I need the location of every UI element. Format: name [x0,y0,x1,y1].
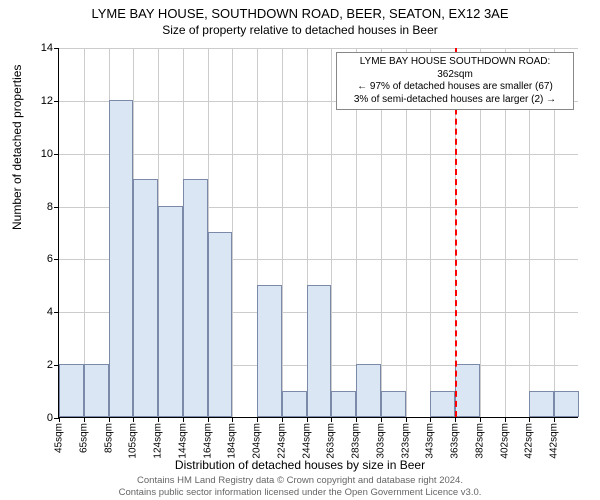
ytick-label: 8 [47,201,59,213]
xtick-mark [455,417,456,422]
y-axis-label: Number of detached properties [10,65,24,230]
xtick-mark [554,417,555,422]
xtick-mark [381,417,382,422]
gridline-h [59,48,578,49]
xtick-label: 224sqm [276,423,287,459]
xtick-mark [406,417,407,422]
ytick-label: 12 [41,95,59,107]
xtick-label: 164sqm [202,423,213,459]
xtick-label: 323sqm [400,423,411,459]
xtick-label: 65sqm [78,423,89,453]
xtick-label: 402sqm [499,423,510,459]
histogram-bar [430,391,455,417]
footer-line-1: Contains HM Land Registry data © Crown c… [0,475,600,486]
histogram-bar [183,179,208,417]
xtick-label: 382sqm [474,423,485,459]
gridline-v [84,48,85,417]
xtick-mark [307,417,308,422]
gridline-v [331,48,332,417]
histogram-bar [307,285,332,417]
histogram-bar [208,232,233,417]
xtick-mark [59,417,60,422]
xtick-label: 45sqm [54,423,65,453]
gridline-v [282,48,283,417]
ytick-label: 10 [41,148,59,160]
gridline-h [59,154,578,155]
x-axis-label: Distribution of detached houses by size … [0,458,600,472]
xtick-mark [331,417,332,422]
footer-line-2: Contains public sector information licen… [0,487,600,498]
xtick-label: 124sqm [153,423,164,459]
annotation-box: LYME BAY HOUSE SOUTHDOWN ROAD: 362sqm ← … [336,52,574,110]
chart-title: LYME BAY HOUSE, SOUTHDOWN ROAD, BEER, SE… [0,0,600,21]
xtick-mark [133,417,134,422]
histogram-bar [356,364,381,417]
xtick-label: 144sqm [177,423,188,459]
xtick-mark [480,417,481,422]
xtick-label: 343sqm [425,423,436,459]
footer: Contains HM Land Registry data © Crown c… [0,475,600,498]
ytick-label: 2 [47,359,59,371]
chart-subtitle: Size of property relative to detached ho… [0,21,600,37]
xtick-label: 303sqm [375,423,386,459]
xtick-label: 263sqm [326,423,337,459]
annotation-line-3: 3% of semi-detached houses are larger (2… [342,94,568,107]
xtick-label: 204sqm [252,423,263,459]
histogram-bar [529,391,554,417]
annotation-line-2: ← 97% of detached houses are smaller (67… [342,81,568,94]
plot-area: 0246810121445sqm65sqm85sqm105sqm124sqm14… [58,48,578,418]
xtick-mark [356,417,357,422]
xtick-label: 105sqm [128,423,139,459]
histogram-bar [331,391,356,417]
xtick-mark [158,417,159,422]
xtick-mark [208,417,209,422]
xtick-mark [282,417,283,422]
xtick-mark [109,417,110,422]
histogram-bar [282,391,307,417]
xtick-mark [257,417,258,422]
histogram-bar [109,100,134,417]
histogram-bar [257,285,282,417]
xtick-mark [183,417,184,422]
xtick-label: 422sqm [524,423,535,459]
gridline-v [232,48,233,417]
xtick-label: 184sqm [227,423,238,459]
histogram-bar [381,391,406,417]
xtick-mark [529,417,530,422]
ytick-label: 14 [41,42,59,54]
xtick-mark [505,417,506,422]
histogram-bar [554,391,579,417]
xtick-label: 283sqm [351,423,362,459]
xtick-label: 442sqm [549,423,560,459]
xtick-mark [430,417,431,422]
annotation-line-1: LYME BAY HOUSE SOUTHDOWN ROAD: 362sqm [342,56,568,81]
xtick-label: 244sqm [301,423,312,459]
histogram-bar [59,364,84,417]
histogram-bar [158,206,183,417]
xtick-label: 85sqm [103,423,114,453]
chart-container: LYME BAY HOUSE, SOUTHDOWN ROAD, BEER, SE… [0,0,600,500]
xtick-label: 363sqm [450,423,461,459]
histogram-bar [133,179,158,417]
xtick-mark [232,417,233,422]
histogram-bar [455,364,480,417]
ytick-label: 4 [47,306,59,318]
xtick-mark [84,417,85,422]
histogram-bar [84,364,109,417]
ytick-label: 6 [47,253,59,265]
